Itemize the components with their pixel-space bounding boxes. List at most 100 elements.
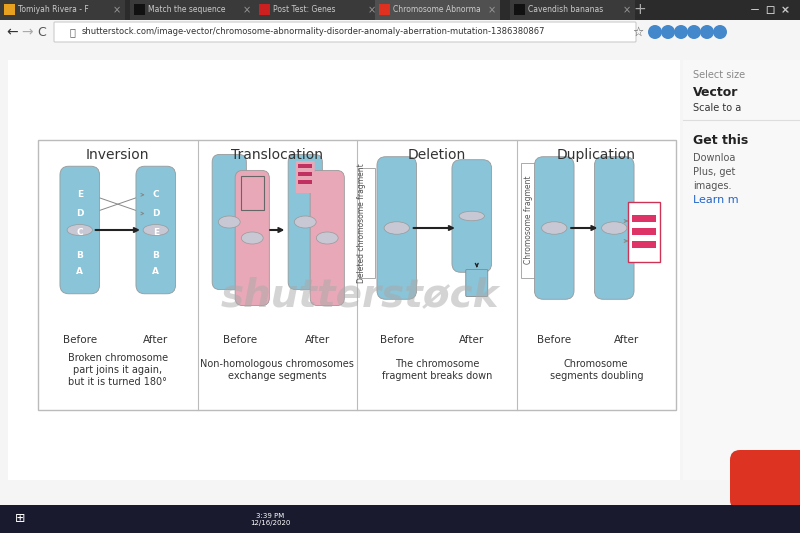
Text: D: D (152, 209, 159, 218)
Text: □: □ (766, 5, 774, 15)
Bar (0, 0, 800, 22)
Ellipse shape (316, 232, 338, 244)
Text: Inversion: Inversion (86, 148, 150, 162)
FancyBboxPatch shape (54, 22, 636, 42)
FancyBboxPatch shape (594, 157, 634, 300)
Text: ×: × (368, 5, 376, 15)
Text: ☆: ☆ (632, 26, 644, 38)
Text: ×: × (243, 5, 251, 15)
FancyBboxPatch shape (60, 166, 99, 294)
Text: E: E (153, 228, 159, 237)
Bar (298, 164, 312, 168)
Text: Learn m: Learn m (693, 195, 738, 205)
Text: Vector: Vector (693, 85, 738, 99)
Circle shape (674, 25, 688, 39)
Text: Before: Before (537, 335, 571, 345)
Ellipse shape (459, 211, 485, 221)
FancyBboxPatch shape (136, 166, 175, 294)
Text: Downloa: Downloa (693, 153, 735, 163)
Text: Post Test: Genes: Post Test: Genes (273, 5, 335, 14)
Text: Match the sequence: Match the sequence (148, 5, 226, 14)
Bar (298, 172, 312, 176)
Text: Select size: Select size (693, 70, 745, 80)
Text: C: C (77, 228, 83, 237)
Text: ×: × (623, 5, 631, 15)
Text: After: After (459, 335, 484, 345)
Ellipse shape (143, 224, 169, 236)
Text: The chromosome
fragment breaks down: The chromosome fragment breaks down (382, 359, 492, 381)
Bar (0, 20, 800, 45)
Bar (632, 215, 656, 222)
Bar (379, 4, 390, 15)
FancyBboxPatch shape (466, 270, 488, 296)
Text: shutterstøck: shutterstøck (221, 276, 499, 314)
Text: Chromosome fragment: Chromosome fragment (524, 176, 533, 264)
Text: ⊞: ⊞ (14, 513, 26, 526)
Text: After: After (305, 335, 330, 345)
Bar (683, 60, 800, 480)
Bar (298, 180, 312, 184)
Text: Before: Before (223, 335, 258, 345)
Text: Broken chromosome
part joins it again,
but it is turned 180°: Broken chromosome part joins it again, b… (68, 353, 168, 386)
FancyBboxPatch shape (534, 157, 574, 300)
Text: Chromosome Abnorma: Chromosome Abnorma (393, 5, 481, 14)
Text: ×: × (488, 5, 496, 15)
FancyBboxPatch shape (212, 155, 246, 289)
Bar (0, 0, 125, 20)
Text: B: B (152, 251, 159, 260)
FancyBboxPatch shape (288, 155, 322, 289)
Bar (38, 140, 676, 410)
Text: Cavendish bananas: Cavendish bananas (528, 5, 606, 14)
Text: A: A (152, 268, 159, 276)
Bar (0, 505, 800, 533)
Text: 🔒: 🔒 (70, 27, 76, 37)
Text: shutterstock.com/image-vector/chromosome-abnormality-disorder-anomaly-aberration: shutterstock.com/image-vector/chromosome… (82, 28, 546, 36)
Text: Duplication: Duplication (557, 148, 636, 162)
Text: −: − (750, 5, 759, 15)
FancyBboxPatch shape (377, 157, 417, 300)
Text: Before: Before (62, 335, 97, 345)
Text: Translocation: Translocation (231, 148, 323, 162)
Text: E: E (77, 190, 83, 199)
Text: 3:39 PM
12/16/2020: 3:39 PM 12/16/2020 (250, 513, 290, 526)
Bar (632, 228, 656, 235)
Text: Plus, get: Plus, get (693, 167, 735, 177)
Text: ×: × (781, 5, 789, 15)
Bar (8, 60, 680, 480)
Ellipse shape (67, 224, 93, 236)
Text: Deleted chromosome fragment: Deleted chromosome fragment (358, 163, 366, 283)
Circle shape (648, 25, 662, 39)
Text: images.: images. (693, 181, 731, 191)
Bar (4, 4, 15, 15)
Text: B: B (76, 251, 83, 260)
Text: ×: × (780, 5, 790, 15)
Text: +: + (634, 3, 646, 18)
Bar (510, 0, 635, 20)
Text: ─: ─ (752, 5, 758, 15)
Ellipse shape (602, 222, 627, 234)
Text: After: After (143, 335, 168, 345)
Text: C: C (38, 26, 46, 38)
FancyBboxPatch shape (296, 161, 314, 193)
Bar (359, 168, 375, 278)
Bar (241, 176, 264, 209)
Text: ←: ← (6, 25, 18, 39)
Bar (134, 4, 145, 15)
Text: Scale to a: Scale to a (693, 103, 742, 113)
FancyBboxPatch shape (310, 171, 344, 305)
Circle shape (700, 25, 714, 39)
Bar (514, 4, 525, 15)
Ellipse shape (242, 232, 263, 244)
Text: A: A (76, 268, 83, 276)
Ellipse shape (218, 216, 240, 228)
Circle shape (687, 25, 701, 39)
Text: Deletion: Deletion (408, 148, 466, 162)
Ellipse shape (384, 222, 410, 234)
FancyBboxPatch shape (628, 202, 660, 262)
Text: ×: × (113, 5, 121, 15)
Bar (375, 0, 500, 20)
Text: After: After (614, 335, 639, 345)
Ellipse shape (294, 216, 316, 228)
FancyBboxPatch shape (452, 160, 491, 272)
Text: □: □ (765, 5, 774, 15)
